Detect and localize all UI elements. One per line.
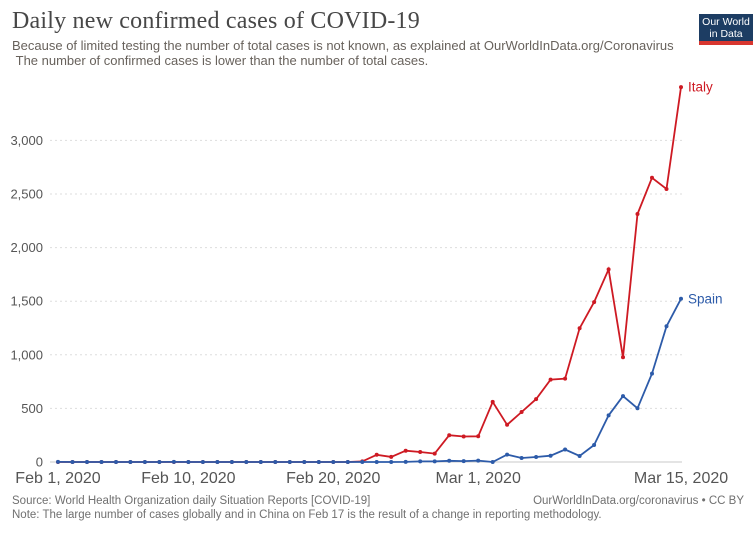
- series-label-italy: Italy: [688, 80, 713, 95]
- data-point[interactable]: [273, 460, 278, 464]
- y-axis-tick-label: 3,000: [10, 133, 43, 148]
- y-axis-tick-label: 500: [21, 401, 43, 416]
- y-axis-tick-label: 0: [36, 455, 43, 470]
- data-point[interactable]: [345, 460, 350, 464]
- owid-logo-text-line2: in Data: [709, 27, 743, 40]
- data-point[interactable]: [505, 452, 510, 457]
- data-point[interactable]: [186, 460, 191, 464]
- data-point[interactable]: [374, 460, 379, 464]
- data-point[interactable]: [664, 187, 669, 191]
- data-point[interactable]: [128, 460, 133, 464]
- data-point[interactable]: [389, 460, 394, 464]
- data-point[interactable]: [650, 175, 654, 180]
- data-point[interactable]: [85, 460, 89, 464]
- data-point[interactable]: [99, 460, 104, 464]
- owid-logo-text-line1: Our World: [702, 15, 750, 28]
- data-point[interactable]: [418, 450, 423, 454]
- data-point[interactable]: [432, 459, 437, 464]
- data-point[interactable]: [577, 454, 582, 458]
- data-point[interactable]: [331, 460, 336, 464]
- data-point[interactable]: [403, 448, 408, 453]
- data-point[interactable]: [679, 85, 683, 90]
- data-point[interactable]: [534, 397, 539, 402]
- data-point[interactable]: [635, 406, 640, 411]
- x-axis-tick-label: Feb 1, 2020: [15, 470, 101, 487]
- chart-subtitle-line2: The number of confirmed cases is lower t…: [12, 53, 429, 68]
- series-italy[interactable]: [56, 85, 683, 464]
- data-point[interactable]: [374, 452, 379, 457]
- data-point[interactable]: [476, 458, 481, 463]
- data-point[interactable]: [592, 300, 597, 305]
- data-point[interactable]: [490, 460, 495, 464]
- data-point[interactable]: [447, 458, 452, 463]
- series-label-spain: Spain: [688, 291, 723, 306]
- data-point[interactable]: [114, 460, 118, 464]
- x-axis-tick-label: Feb 10, 2020: [141, 470, 235, 487]
- x-axis-tick-label: Feb 20, 2020: [286, 470, 380, 487]
- data-point[interactable]: [664, 324, 669, 329]
- series-line-italy[interactable]: [58, 86, 682, 463]
- y-axis-tick-label: 2,000: [10, 240, 43, 255]
- data-point[interactable]: [287, 460, 292, 464]
- page-title: Daily new confirmed cases of COVID-19: [12, 8, 420, 34]
- x-axis-tick-label: Mar 1, 2020: [435, 470, 520, 487]
- data-point[interactable]: [606, 267, 611, 272]
- data-point[interactable]: [432, 451, 437, 456]
- data-point[interactable]: [316, 460, 321, 464]
- data-point[interactable]: [650, 371, 654, 376]
- data-point[interactable]: [215, 460, 220, 464]
- data-point[interactable]: [476, 434, 481, 439]
- data-point[interactable]: [302, 460, 307, 464]
- data-point[interactable]: [360, 460, 365, 464]
- data-point[interactable]: [490, 399, 495, 404]
- data-point[interactable]: [635, 212, 640, 216]
- data-point[interactable]: [56, 459, 60, 464]
- owid-logo[interactable]: Our World in Data: [699, 14, 753, 45]
- chart-subtitle-line1: Because of limited testing the number of…: [12, 38, 674, 53]
- data-point[interactable]: [505, 422, 510, 427]
- data-point[interactable]: [142, 460, 147, 464]
- data-point[interactable]: [70, 460, 75, 464]
- data-point[interactable]: [534, 455, 539, 459]
- series-spain[interactable]: [56, 296, 683, 464]
- data-point[interactable]: [157, 460, 162, 464]
- data-point[interactable]: [548, 377, 553, 382]
- note-text: Note: The large number of cases globally…: [12, 509, 602, 521]
- data-point[interactable]: [563, 376, 568, 381]
- data-point[interactable]: [244, 460, 249, 464]
- series-line-spain[interactable]: [57, 298, 682, 463]
- data-point[interactable]: [447, 433, 452, 438]
- data-point[interactable]: [403, 459, 408, 464]
- data-point[interactable]: [461, 434, 466, 439]
- data-point[interactable]: [606, 413, 611, 418]
- data-point[interactable]: [577, 326, 582, 331]
- data-point[interactable]: [200, 460, 205, 464]
- data-point[interactable]: [389, 454, 394, 459]
- data-point[interactable]: [171, 459, 176, 464]
- y-axis-tick-label: 1,000: [10, 347, 43, 362]
- data-point[interactable]: [679, 296, 683, 301]
- data-point[interactable]: [461, 459, 466, 464]
- data-point[interactable]: [519, 410, 524, 414]
- data-point[interactable]: [519, 456, 524, 460]
- data-point[interactable]: [563, 447, 568, 452]
- source-text: Source: World Health Organization daily …: [12, 495, 371, 507]
- x-axis-tick-label: Mar 15, 2020: [634, 470, 728, 487]
- data-point[interactable]: [621, 355, 625, 360]
- data-point[interactable]: [592, 443, 597, 447]
- y-axis-tick-label: 2,500: [10, 187, 43, 202]
- data-point[interactable]: [418, 459, 423, 464]
- data-point[interactable]: [258, 460, 263, 464]
- y-axis-tick-label: 1,500: [10, 294, 43, 309]
- data-point[interactable]: [229, 460, 234, 464]
- attribution-link[interactable]: OurWorldInData.org/coronavirus • CC BY: [533, 495, 744, 507]
- data-point[interactable]: [621, 394, 625, 399]
- data-point[interactable]: [548, 453, 553, 458]
